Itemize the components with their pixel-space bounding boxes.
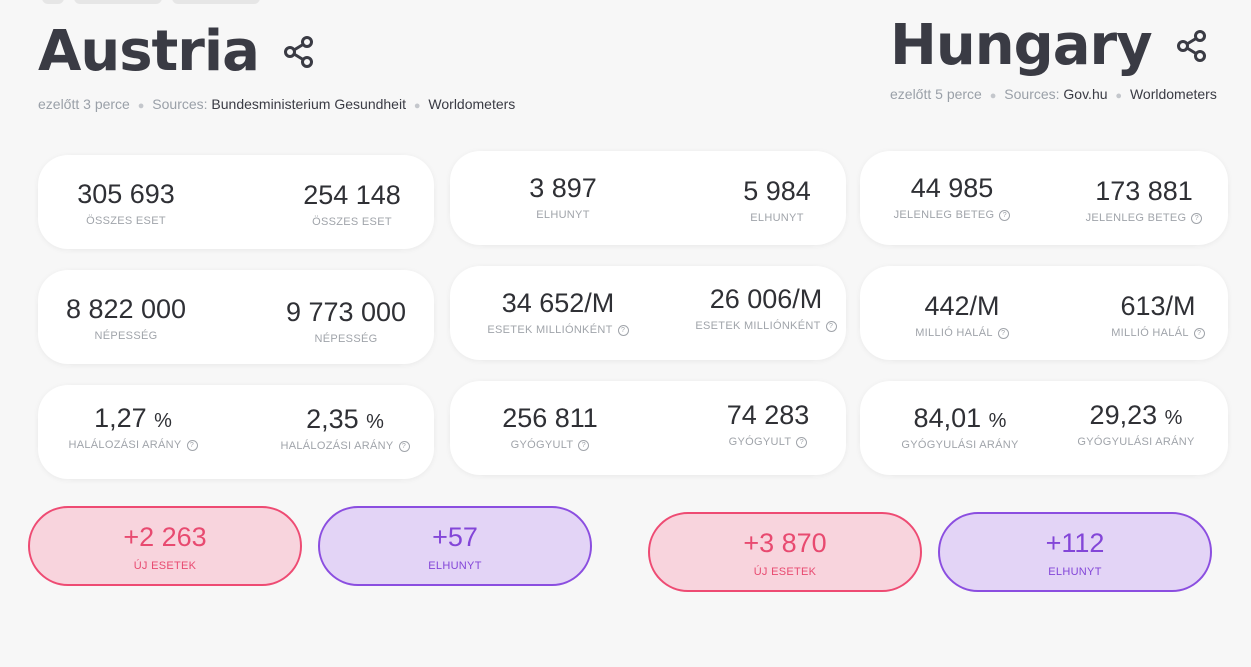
question-circle-icon[interactable]: ? <box>1191 213 1203 224</box>
deaths-card: 3 897 ELHUNYT 5 984 ELHUNYT <box>450 151 846 245</box>
austria-deaths: 3 897 <box>529 173 597 203</box>
stat-label: ESETEK MILLIÓNKÉNT <box>695 320 821 332</box>
stat-label: GYÓGYULT <box>510 439 574 451</box>
source-link[interactable]: Gov.hu <box>1063 86 1108 102</box>
stat-label: JELENLEG BETEG <box>893 209 995 221</box>
hungary-new-deaths-pill: +112 ELHUNYT <box>938 512 1212 592</box>
stat-label: HALÁLOZÁSI ARÁNY <box>280 440 394 452</box>
austria-new-deaths: +57 <box>432 522 478 552</box>
austria-deaths-per-million: 442/M <box>924 291 1000 321</box>
stat-label: GYÓGYULÁSI ARÁNY <box>1077 436 1195 448</box>
hungary-recovery-rate: 29,23 <box>1089 400 1158 430</box>
hungary-deaths-per-million: 613/M <box>1120 291 1196 321</box>
stat-label: ESETEK MILLIÓNKÉNT <box>487 324 613 336</box>
hungary-fatality-rate: 2,35 <box>306 404 359 434</box>
source-link[interactable]: Worldometers <box>428 96 516 112</box>
stat-label: MILLIÓ HALÁL <box>915 327 993 339</box>
source-link[interactable]: Worldometers <box>1129 86 1217 102</box>
austria-recovered: 256 811 <box>502 403 598 433</box>
updated-time: ezelőtt 3 perce <box>38 96 130 112</box>
question-circle-icon[interactable]: ? <box>186 440 198 451</box>
austria-sources: ezelőtt 3 perce ● Sources: Bundesministe… <box>38 96 516 112</box>
deaths-per-million-card: 442/M MILLIÓ HALÁL? 613/M MILLIÓ HALÁL? <box>860 266 1228 360</box>
stat-label: GYÓGYULÁSI ARÁNY <box>901 439 1019 451</box>
total-cases-card: 305 693 ÖSSZES ESET 254 148 ÖSSZES ESET <box>38 155 434 249</box>
austria-active: 44 985 <box>910 173 994 203</box>
percent-unit: % <box>988 410 1007 432</box>
austria-cases-per-million: 34 652/M <box>501 288 615 318</box>
pill-label: ÚJ ESETEK <box>133 560 197 572</box>
question-circle-icon[interactable]: ? <box>398 441 410 452</box>
stat-label: HALÁLOZÁSI ARÁNY <box>68 439 182 451</box>
austria-total-cases: 305 693 <box>77 179 175 209</box>
austria-header: Austria ezelőtt 3 perce ● Sources: Bunde… <box>38 19 516 113</box>
fatality-rate-card: 1,27 % HALÁLOZÁSI ARÁNY? 2,35 % HALÁLOZÁ… <box>38 385 434 479</box>
stat-label: NÉPESSÉG <box>94 330 158 342</box>
question-circle-icon[interactable]: ? <box>1193 328 1205 339</box>
percent-unit: % <box>154 410 172 432</box>
pill-label: ELHUNYT <box>428 560 482 572</box>
sources-label: Sources: <box>152 96 208 112</box>
question-circle-icon[interactable]: ? <box>825 321 837 332</box>
question-circle-icon[interactable]: ? <box>578 440 590 451</box>
hungary-new-deaths: +112 <box>1045 528 1105 558</box>
hungary-total-cases: 254 148 <box>303 180 401 210</box>
stat-label: MILLIÓ HALÁL <box>1111 327 1189 339</box>
pill-label: ELHUNYT <box>1048 566 1102 578</box>
active-cases-card: 44 985 JELENLEG BETEG? 173 881 JELENLEG … <box>860 151 1228 245</box>
recovered-card: 256 811 GYÓGYULT? 74 283 GYÓGYULT? <box>450 381 846 475</box>
austria-population: 8 822 000 <box>65 294 187 324</box>
austria-new-deaths-pill: +57 ELHUNYT <box>318 506 592 586</box>
stat-label: ELHUNYT <box>750 212 804 224</box>
source-link[interactable]: Bundesministerium Gesundheit <box>211 96 406 112</box>
top-partial-tabs <box>42 0 260 4</box>
hungary-new-cases-pill: +3 870 ÚJ ESETEK <box>648 512 922 592</box>
share-icon[interactable] <box>1174 28 1210 64</box>
hungary-sources: ezelőtt 5 perce ● Sources: Gov.hu ● Worl… <box>890 86 1217 102</box>
hungary-new-cases: +3 870 <box>743 528 827 558</box>
hungary-header: Hungary ezelőtt 5 perce ● Sources: Gov.h… <box>890 13 1217 103</box>
austria-new-cases: +2 263 <box>123 522 207 552</box>
sources-label: Sources: <box>1004 86 1060 102</box>
hungary-cases-per-million: 26 006/M <box>709 284 823 314</box>
question-circle-icon[interactable]: ? <box>617 325 629 336</box>
austria-new-cases-pill: +2 263 ÚJ ESETEK <box>28 506 302 586</box>
question-circle-icon[interactable]: ? <box>796 437 808 448</box>
share-icon[interactable] <box>281 34 317 70</box>
updated-time: ezelőtt 5 perce <box>890 86 982 102</box>
hungary-title: Hungary <box>890 13 1153 78</box>
stat-label: JELENLEG BETEG <box>1085 212 1187 224</box>
hungary-active: 173 881 <box>1095 176 1193 206</box>
recovery-rate-card: 84,01 % GYÓGYULÁSI ARÁNY 29,23 % GYÓGYUL… <box>860 381 1228 475</box>
question-circle-icon[interactable]: ? <box>997 328 1009 339</box>
percent-unit: % <box>1164 407 1183 429</box>
stat-label: GYÓGYULT <box>728 436 792 448</box>
stat-label: ÖSSZES ESET <box>312 216 392 228</box>
hungary-deaths: 5 984 <box>743 176 811 206</box>
austria-recovery-rate: 84,01 <box>913 403 982 433</box>
hungary-population: 9 773 000 <box>285 297 407 327</box>
hungary-recovered: 74 283 <box>726 400 810 430</box>
stat-label: NÉPESSÉG <box>314 333 378 345</box>
stat-label: ÖSSZES ESET <box>86 215 166 227</box>
pill-label: ÚJ ESETEK <box>753 566 817 578</box>
stat-label: ELHUNYT <box>536 209 590 221</box>
austria-title: Austria <box>38 19 260 84</box>
austria-fatality-rate: 1,27 <box>94 403 147 433</box>
question-circle-icon[interactable]: ? <box>999 210 1011 221</box>
population-card: 8 822 000 NÉPESSÉG 9 773 000 NÉPESSÉG <box>38 270 434 364</box>
percent-unit: % <box>366 411 384 433</box>
cases-per-million-card: 34 652/M ESETEK MILLIÓNKÉNT? 26 006/M ES… <box>450 266 846 360</box>
